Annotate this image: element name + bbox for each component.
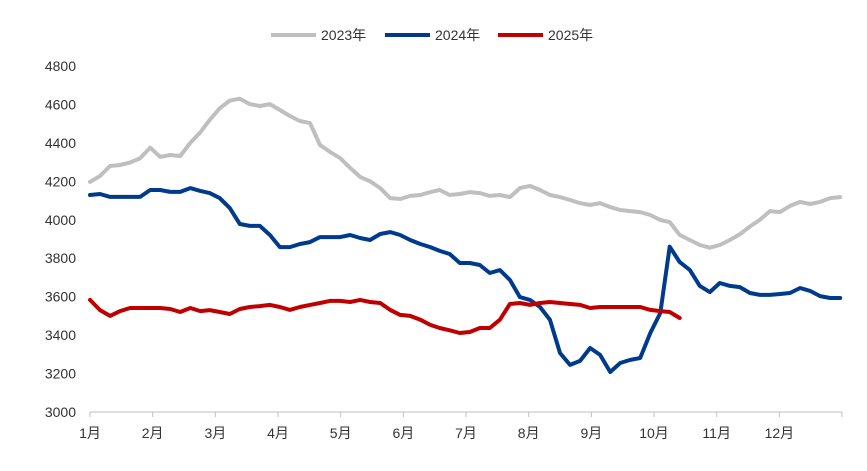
x-tick-label: 4月 <box>267 425 289 441</box>
y-tick-label: 4600 <box>45 96 76 112</box>
x-tick-label: 12月 <box>765 425 795 441</box>
legend-label: 2023年 <box>321 27 366 43</box>
x-tick-label: 8月 <box>518 425 540 441</box>
x-tick-label: 1月 <box>79 425 101 441</box>
y-tick-label: 4200 <box>45 173 76 189</box>
x-tick-label: 7月 <box>455 425 477 441</box>
y-tick-label: 3600 <box>45 289 76 305</box>
legend-label: 2024年 <box>435 27 480 43</box>
x-tick-label: 3月 <box>204 425 226 441</box>
series-line-2025 <box>88 297 682 335</box>
series-lines <box>88 96 843 374</box>
series-line-2024 <box>88 186 843 374</box>
y-tick-label: 3000 <box>45 404 76 420</box>
legend-item: 2023年 <box>271 27 366 43</box>
x-tick-label: 9月 <box>580 425 602 441</box>
x-tick-label: 6月 <box>392 425 414 441</box>
x-axis: 1月 2月 3月 4月 5月 6月 7月 8月 9月 10月 11月 12月 <box>79 411 843 441</box>
x-tick-label: 10月 <box>639 425 669 441</box>
y-tick-label: 3400 <box>45 327 76 343</box>
legend-label: 2025年 <box>548 27 593 43</box>
y-axis: 3000 3200 3400 3600 3800 4000 4200 4400 4600 4800 <box>45 58 76 420</box>
x-tick-label: 2月 <box>142 425 164 441</box>
y-tick-label: 3800 <box>45 250 76 266</box>
y-tick-label: 3200 <box>45 366 76 382</box>
legend: 2023年 2024年 2025年 <box>271 27 593 43</box>
legend-item: 2024年 <box>385 27 480 43</box>
series-line-2023 <box>88 96 843 250</box>
y-tick-label: 4400 <box>45 135 76 151</box>
legend-item: 2025年 <box>498 27 593 43</box>
x-tick-label: 5月 <box>330 425 352 441</box>
x-tick-label: 11月 <box>702 425 731 441</box>
y-tick-label: 4800 <box>45 58 76 74</box>
y-tick-label: 4000 <box>45 212 76 228</box>
